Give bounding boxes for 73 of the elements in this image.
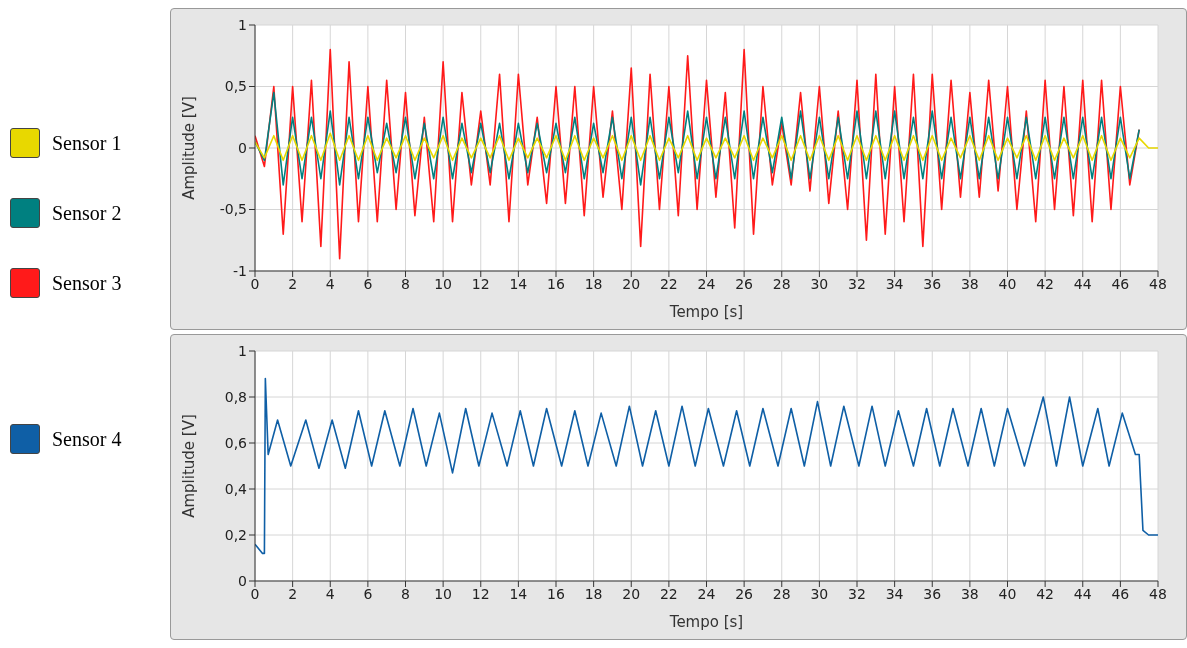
x-tick-label: 2 (288, 585, 298, 602)
x-tick-label: 22 (659, 275, 678, 292)
y-axis-title: Amplitude [V] (180, 96, 199, 200)
y-tick-label: 0,5 (224, 78, 247, 95)
x-axis-title: Tempo [s] (668, 303, 744, 321)
legend-label: Sensor 3 (52, 271, 122, 295)
x-tick-label: 4 (325, 275, 335, 292)
x-tick-label: 20 (622, 275, 641, 292)
y-tick-label: 0,6 (224, 434, 248, 451)
x-tick-label: 26 (735, 585, 754, 602)
legend-label: Sensor 1 (52, 131, 122, 155)
x-tick-label: 6 (363, 275, 373, 292)
x-tick-label: 40 (998, 275, 1017, 292)
line-series (255, 48, 1140, 260)
x-tick-label: 44 (1073, 585, 1092, 602)
legend-label: Sensor 2 (52, 201, 122, 225)
x-tick-label: 14 (509, 585, 528, 602)
x-tick-label: 24 (697, 275, 716, 292)
x-tick-label: 30 (810, 275, 829, 292)
legend-label: Sensor 4 (52, 427, 122, 451)
y-tick-label: -0,5 (219, 201, 247, 218)
y-tick-label: 0,8 (224, 388, 247, 405)
x-tick-label: 48 (1149, 585, 1167, 602)
x-tick-label: 28 (772, 585, 791, 602)
x-tick-label: 38 (960, 585, 979, 602)
x-axis-title: Tempo [s] (668, 613, 744, 631)
y-tick-label: 0,2 (224, 526, 247, 543)
y-tick-label: -1 (233, 262, 247, 279)
x-tick-label: 38 (960, 275, 979, 292)
x-tick-label: 16 (547, 585, 565, 602)
y-tick-label: 1 (238, 342, 247, 359)
x-tick-label: 10 (434, 585, 453, 602)
x-tick-label: 0 (250, 275, 260, 292)
x-tick-label: 32 (848, 585, 866, 602)
x-tick-label: 0 (250, 585, 260, 602)
x-tick-label: 10 (434, 275, 453, 292)
x-tick-label: 34 (885, 585, 904, 602)
x-tick-label: 8 (401, 585, 410, 602)
x-tick-label: 28 (772, 275, 791, 292)
x-tick-label: 6 (363, 585, 373, 602)
y-tick-label: 1 (238, 16, 247, 33)
x-tick-label: 40 (998, 585, 1017, 602)
x-tick-label: 32 (848, 275, 866, 292)
x-tick-label: 12 (471, 585, 490, 602)
x-tick-label: 26 (735, 275, 754, 292)
x-tick-label: 8 (401, 275, 410, 292)
x-tick-label: 2 (288, 275, 298, 292)
x-tick-label: 20 (622, 585, 641, 602)
y-tick-label: 0 (238, 139, 247, 156)
x-tick-label: 46 (1111, 585, 1130, 602)
y-tick-label: 0,4 (224, 480, 248, 497)
x-tick-label: 4 (325, 585, 335, 602)
x-tick-label: 44 (1073, 275, 1092, 292)
x-tick-label: 24 (697, 585, 716, 602)
x-tick-label: 42 (1036, 585, 1055, 602)
x-tick-label: 34 (885, 275, 904, 292)
line-series (255, 91, 1140, 186)
x-tick-label: 48 (1149, 275, 1167, 292)
x-tick-label: 16 (547, 275, 565, 292)
line-series (255, 377, 1158, 555)
y-axis-title: Amplitude [V] (180, 414, 199, 518)
x-tick-label: 18 (584, 275, 603, 292)
x-tick-label: 36 (923, 585, 942, 602)
x-tick-label: 14 (509, 275, 528, 292)
y-tick-label: 0 (238, 572, 247, 589)
x-tick-label: 18 (584, 585, 603, 602)
x-tick-label: 36 (923, 275, 942, 292)
line-series (255, 132, 1158, 162)
x-tick-label: 42 (1036, 275, 1055, 292)
x-tick-label: 12 (471, 275, 490, 292)
x-tick-label: 46 (1111, 275, 1130, 292)
x-tick-label: 30 (810, 585, 829, 602)
x-tick-label: 22 (659, 585, 678, 602)
